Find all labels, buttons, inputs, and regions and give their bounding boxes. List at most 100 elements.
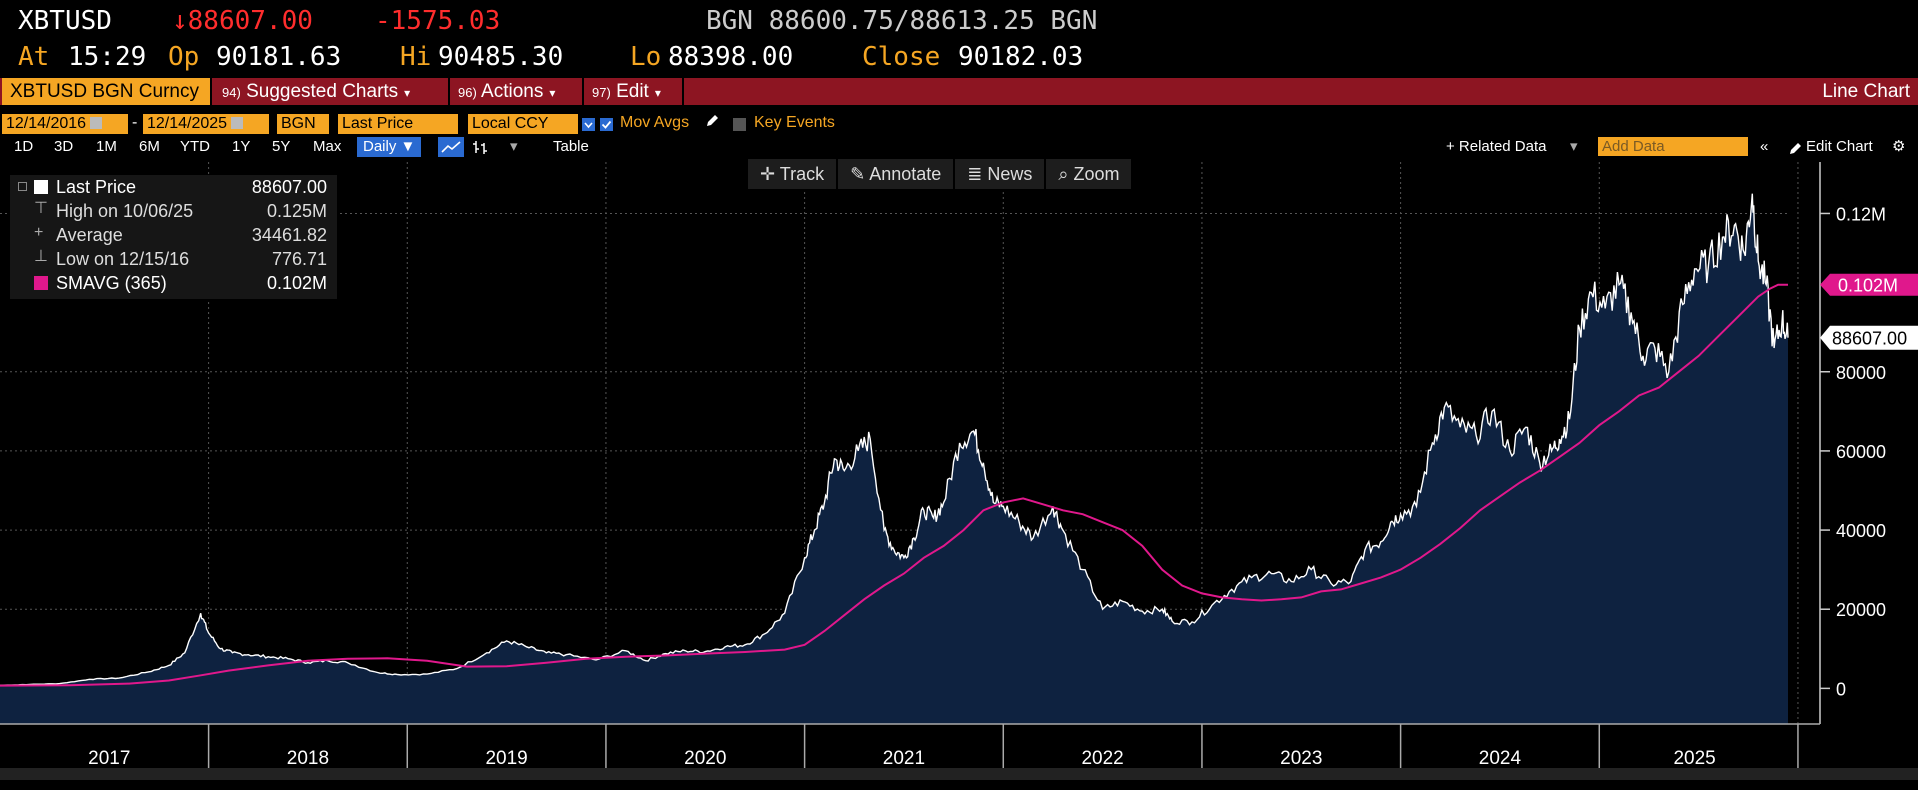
key-events-checkbox[interactable] bbox=[733, 118, 746, 131]
pencil-icon[interactable] bbox=[704, 113, 720, 129]
y-tick-label: 20000 bbox=[1836, 600, 1886, 620]
x-tick-label: 2017 bbox=[88, 748, 130, 769]
sma-tag-label: 0.102M bbox=[1838, 276, 1898, 296]
range-6m[interactable]: 6M bbox=[139, 138, 160, 155]
key-events-label[interactable]: Key Events bbox=[754, 114, 835, 131]
y-axis: 0 20000 40000 60000 80000 0.12M 0.102M 88607.00 bbox=[1819, 162, 1918, 724]
range-5y[interactable]: 5Y bbox=[272, 138, 291, 155]
low-value: 88398.00 bbox=[668, 42, 794, 72]
annotate-tool[interactable]: ✎ Annotate bbox=[838, 159, 956, 189]
smavg-swatch bbox=[34, 276, 48, 290]
range-1d[interactable]: 1D bbox=[14, 138, 34, 155]
line-chart-icon[interactable] bbox=[438, 137, 464, 157]
x-tick-label: 2023 bbox=[1280, 748, 1322, 769]
calendar-icon[interactable] bbox=[231, 117, 244, 129]
date-dash: - bbox=[132, 114, 138, 131]
time-label: At bbox=[18, 42, 50, 72]
sma-tag bbox=[1820, 273, 1918, 296]
security-field[interactable]: XBTUSD BGN Curncy bbox=[2, 78, 212, 105]
bar-chart-glyph bbox=[473, 141, 487, 154]
related-data-caret-icon[interactable]: ▾ bbox=[1570, 138, 1578, 155]
news-tool[interactable]: ≣ News bbox=[955, 159, 1047, 189]
high-marker-icon: ⊤ bbox=[34, 200, 48, 217]
net-change: -1575.03 bbox=[375, 6, 501, 36]
y-tick-label: 80000 bbox=[1836, 363, 1886, 383]
frequency-select[interactable]: Daily ▼ bbox=[357, 137, 422, 157]
y-tick-label: 60000 bbox=[1836, 442, 1886, 462]
caret-down-icon: ▾ bbox=[404, 86, 411, 100]
track-tool[interactable]: ✛ Track bbox=[748, 159, 839, 189]
ticker: XBTUSD bbox=[18, 6, 112, 36]
high-label: Hi bbox=[400, 42, 432, 72]
settings-gear-icon[interactable]: ⚙ bbox=[1892, 138, 1906, 155]
price-line bbox=[0, 193, 1789, 686]
x-tick-label: 2025 bbox=[1673, 748, 1715, 769]
range-max[interactable]: Max bbox=[313, 138, 342, 155]
price-area-fill bbox=[0, 193, 1788, 724]
x-tick-label: 2021 bbox=[883, 748, 925, 769]
y-tick-label: 0.12M bbox=[1836, 204, 1886, 224]
close-label: Close bbox=[862, 42, 941, 72]
line-chart-glyph bbox=[441, 141, 461, 153]
collapse-icon[interactable]: « bbox=[1760, 138, 1769, 155]
average-marker-icon: + bbox=[34, 224, 44, 241]
x-tick-label: 2024 bbox=[1479, 748, 1522, 769]
open-label: Op bbox=[168, 42, 200, 72]
last-price: ↓88607.00 bbox=[172, 6, 313, 36]
chart-type-label: Line Chart bbox=[1822, 81, 1910, 102]
y-tick-label: 0 bbox=[1836, 679, 1846, 699]
mov-avgs-checkbox[interactable] bbox=[600, 118, 613, 131]
sma-line bbox=[0, 283, 1788, 687]
actions-menu[interactable]: 96) Actions ▾ bbox=[450, 78, 584, 105]
quote-time: 15:29 bbox=[68, 42, 147, 72]
last-price-tag bbox=[1820, 325, 1918, 350]
collapse-box-icon[interactable] bbox=[18, 182, 27, 191]
chart-legend[interactable]: Last Price 88607.00 ⊤ High on 10/06/25 0.1… bbox=[10, 175, 337, 299]
x-tick-label: 2020 bbox=[684, 748, 726, 769]
edit-chart-pencil-icon bbox=[1790, 143, 1801, 154]
currency-select[interactable]: Local CCY bbox=[468, 114, 578, 134]
low-marker-icon: ⊥ bbox=[34, 248, 48, 265]
field-select[interactable]: Last Price bbox=[338, 114, 458, 134]
calendar-icon[interactable] bbox=[90, 117, 103, 129]
legend-average: + Average 34461.82 bbox=[10, 223, 337, 247]
range-ytd[interactable]: YTD bbox=[180, 138, 210, 155]
start-date-field[interactable]: 12/14/2016 bbox=[2, 114, 128, 134]
chart-toolbar: ✛ Track ✎ Annotate ≣ News ⌕ Zoom bbox=[748, 159, 1132, 189]
chart-type-caret-icon[interactable]: ▾ bbox=[510, 138, 518, 155]
range-3d[interactable]: 3D bbox=[54, 138, 74, 155]
last-price-swatch bbox=[34, 180, 48, 194]
bid-ask: BGN 88600.75/88613.25 BGN bbox=[706, 6, 1098, 36]
menu-bar: XBTUSD BGN Curncy 94) Suggested Charts ▾ … bbox=[0, 78, 1918, 105]
open-value: 90181.63 bbox=[216, 42, 342, 72]
zoom-tool[interactable]: ⌕ Zoom bbox=[1058, 164, 1120, 184]
down-arrow-icon: ↓ bbox=[172, 6, 188, 36]
x-tick-label: 2019 bbox=[485, 748, 527, 769]
caret-down-icon: ▾ bbox=[549, 86, 556, 100]
currency-dropdown-button[interactable] bbox=[582, 118, 595, 131]
edit-chart-button[interactable]: Edit Chart bbox=[1806, 138, 1873, 155]
end-date-field[interactable]: 12/14/2025 bbox=[143, 114, 269, 134]
legend-high: ⊤ High on 10/06/25 0.125M bbox=[10, 199, 337, 223]
range-1m[interactable]: 1M bbox=[96, 138, 117, 155]
edit-menu[interactable]: 97) Edit ▾ bbox=[584, 78, 684, 105]
x-tick-label: 2022 bbox=[1081, 748, 1123, 769]
table-button[interactable]: Table bbox=[553, 138, 589, 155]
legend-last-price: Last Price 88607.00 bbox=[10, 175, 337, 199]
x-tick-label: 2018 bbox=[287, 748, 329, 769]
add-data-input[interactable]: Add Data bbox=[1598, 137, 1748, 156]
suggested-charts-menu[interactable]: 94) Suggested Charts ▾ bbox=[214, 78, 450, 105]
source-field[interactable]: BGN bbox=[277, 114, 329, 134]
related-data-button[interactable]: + Related Data bbox=[1446, 138, 1547, 155]
x-axis: 2017 2018 2019 2020 2021 2022 2023 2024 2025 bbox=[0, 723, 1918, 780]
y-tick-label: 40000 bbox=[1836, 521, 1886, 541]
low-label: Lo bbox=[630, 42, 662, 72]
mov-avgs-label[interactable]: Mov Avgs bbox=[620, 114, 690, 131]
high-value: 90485.30 bbox=[438, 42, 564, 72]
legend-smavg: SMAVG (365) 0.102M bbox=[10, 271, 337, 295]
caret-down-icon: ▾ bbox=[654, 86, 661, 100]
last-price-tag-label: 88607.00 bbox=[1832, 329, 1907, 349]
range-1y[interactable]: 1Y bbox=[232, 138, 251, 155]
legend-low: ⊥ Low on 12/15/16 776.71 bbox=[10, 247, 337, 271]
